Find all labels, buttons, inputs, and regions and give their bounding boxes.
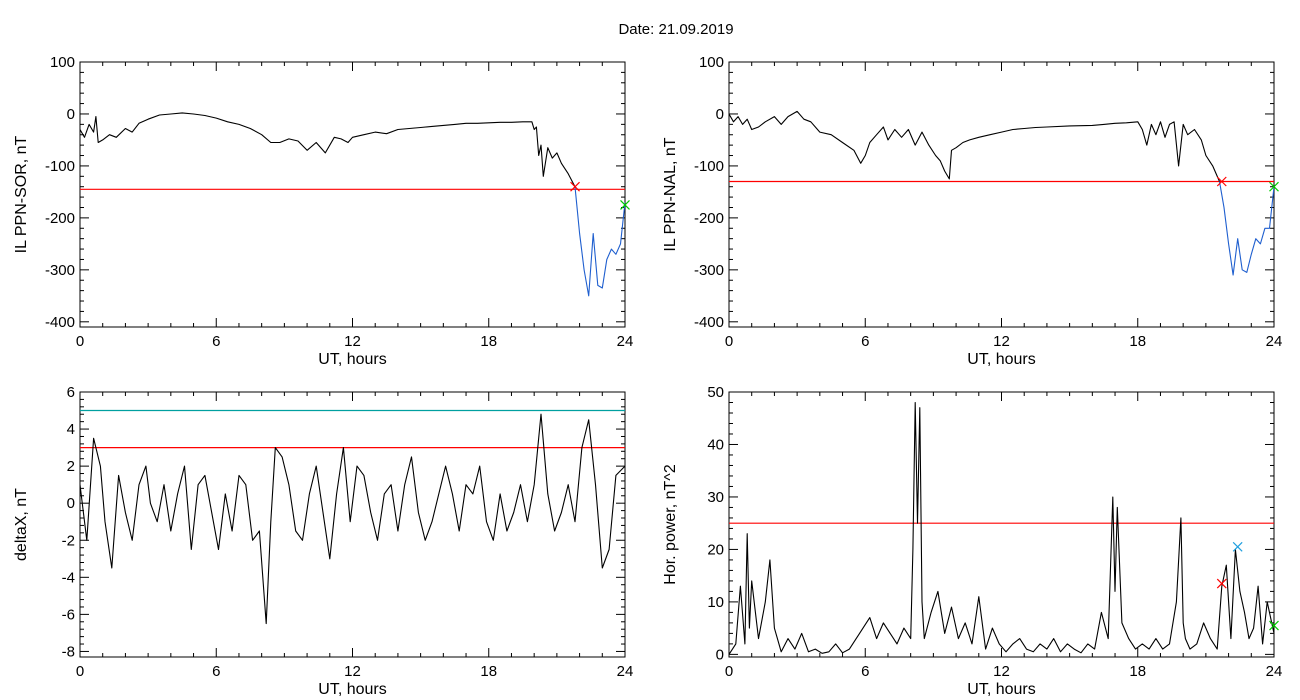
x-tick-label: 24 xyxy=(617,663,634,680)
plot-frame xyxy=(79,391,626,658)
marker-x xyxy=(620,199,630,210)
y-tick-label: -4 xyxy=(62,569,75,586)
data-series-2 xyxy=(574,186,625,297)
plot-area xyxy=(729,401,1274,655)
y-axis-label: IL PPN-NAL, nT xyxy=(662,137,679,251)
x-tick-label: 0 xyxy=(76,663,84,680)
plot-area xyxy=(80,409,625,625)
data-series-2 xyxy=(1218,181,1274,276)
y-tick-label: 6 xyxy=(67,384,75,401)
y-tick-label: 100 xyxy=(699,54,724,71)
y-tick-label: -2 xyxy=(62,532,75,549)
y-axis-label: IL PPN-SOR, nT xyxy=(13,135,30,253)
y-tick-label: -6 xyxy=(62,606,75,623)
page-title: Date: 21.09.2019 xyxy=(618,21,733,38)
chart-panel-4: 0 6 12 18 24 0 10 20 30 40 50 UT, hours Hor. power, … xyxy=(662,384,1282,698)
x-tick-label: 24 xyxy=(617,333,634,350)
x-tick-label: 6 xyxy=(861,663,869,680)
data-series-1 xyxy=(729,110,1221,182)
y-tick-label: 100 xyxy=(50,54,75,71)
marker-x xyxy=(1269,620,1279,631)
chart-panel-2: 0 6 12 18 24 -400 -300 -200 -100 0 100 UT, hours IL … xyxy=(662,54,1282,368)
x-tick-label: 6 xyxy=(212,663,220,680)
y-tick-label: -200 xyxy=(45,210,75,227)
y-tick-label: 4 xyxy=(67,421,75,438)
marker-x xyxy=(1216,176,1227,187)
x-axis-label: UT, hours xyxy=(967,351,1035,368)
x-axis-label: UT, hours xyxy=(318,681,386,698)
x-tick-label: 12 xyxy=(344,333,361,350)
x-tick-label: 12 xyxy=(993,663,1010,680)
y-tick-label: 0 xyxy=(67,106,75,123)
y-tick-label: 40 xyxy=(707,436,724,453)
x-tick-label: 6 xyxy=(212,333,220,350)
y-tick-label: -100 xyxy=(45,158,75,175)
x-tick-label: 18 xyxy=(480,333,497,350)
marker-x xyxy=(570,181,580,192)
y-tick-label: 0 xyxy=(67,495,75,512)
chart-panel-1: 0 6 12 18 24 -400 -300 -200 -100 0 100 UT, hours IL … xyxy=(13,54,633,368)
data-series-1 xyxy=(80,112,576,187)
x-axis-label: UT, hours xyxy=(318,351,386,368)
y-tick-label: -8 xyxy=(62,643,75,660)
x-tick-label: 24 xyxy=(1266,663,1283,680)
plot-frame xyxy=(728,391,1275,658)
plot-frame xyxy=(79,61,626,328)
plot-area xyxy=(80,112,625,297)
y-tick-label: 2 xyxy=(67,458,75,475)
y-tick-label: 20 xyxy=(707,541,724,558)
marker-x xyxy=(1216,578,1227,589)
data-series-1 xyxy=(729,401,1274,655)
y-tick-label: -300 xyxy=(45,262,75,279)
plot-area xyxy=(729,110,1274,276)
y-tick-label: 30 xyxy=(707,489,724,506)
x-tick-label: 12 xyxy=(993,333,1010,350)
y-axis-label: deltaX, nT xyxy=(13,488,30,561)
x-tick-label: 0 xyxy=(725,333,733,350)
y-axis-label: Hor. power, nT^2 xyxy=(662,464,679,585)
x-tick-label: 18 xyxy=(480,663,497,680)
marker-x xyxy=(1269,181,1279,192)
y-tick-label: -200 xyxy=(694,210,724,227)
x-tick-label: 0 xyxy=(725,663,733,680)
x-tick-label: 24 xyxy=(1266,333,1283,350)
y-tick-label: -400 xyxy=(45,314,75,331)
y-tick-label: 0 xyxy=(716,646,724,663)
y-tick-label: -100 xyxy=(694,158,724,175)
y-tick-label: 50 xyxy=(707,384,724,401)
x-axis-label: UT, hours xyxy=(967,681,1035,698)
y-tick-label: -300 xyxy=(694,262,724,279)
data-series-1 xyxy=(80,413,625,625)
marker-x xyxy=(1232,541,1243,552)
plot-frame xyxy=(728,61,1275,328)
x-tick-label: 18 xyxy=(1129,663,1146,680)
x-tick-label: 0 xyxy=(76,333,84,350)
x-tick-label: 18 xyxy=(1129,333,1146,350)
y-tick-label: 0 xyxy=(716,106,724,123)
y-tick-label: -400 xyxy=(694,314,724,331)
x-tick-label: 12 xyxy=(344,663,361,680)
y-tick-label: 10 xyxy=(707,594,724,611)
x-tick-label: 6 xyxy=(861,333,869,350)
